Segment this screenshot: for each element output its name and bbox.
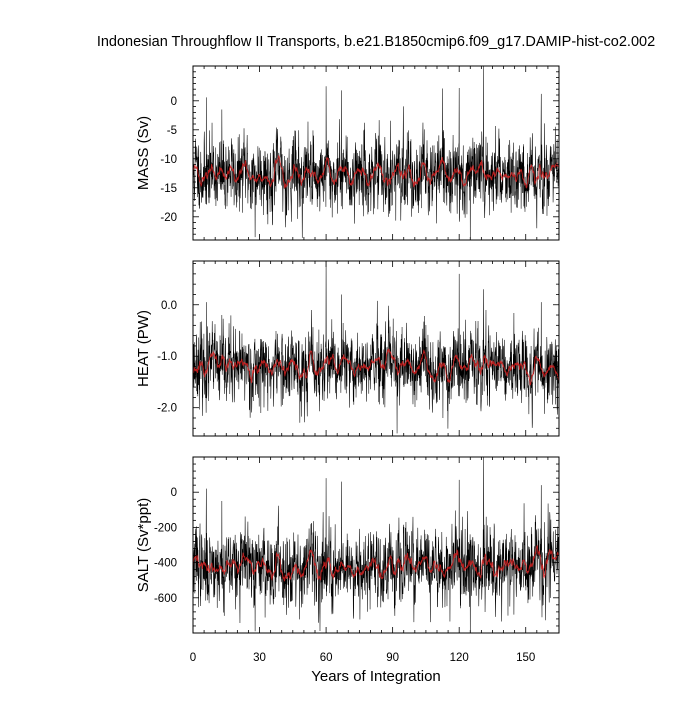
y-axis-label: HEAT (PW) (135, 310, 152, 387)
chart-title: Indonesian Throughflow II Transports, b.… (97, 34, 655, 50)
y-tick-label: -600 (154, 593, 177, 605)
smoothed-series-line (192, 544, 560, 582)
y-axis-label: SALT (Sv*ppt) (135, 498, 152, 592)
x-tick-label: 30 (253, 652, 266, 664)
x-tick-label: 60 (320, 652, 333, 664)
y-tick-label: -2.0 (157, 403, 177, 415)
smoothed-series-line (192, 155, 560, 189)
y-tick-label: -5 (167, 125, 177, 137)
panel-mass: 0 -5 -10 -15 -20 MASS (Sv) (135, 65, 560, 241)
y-tick-label: -10 (160, 154, 177, 166)
y-axis-label: MASS (Sv) (135, 116, 152, 190)
raw-series-line (192, 260, 560, 434)
x-tick-label: 120 (450, 652, 469, 664)
x-axis-label: Years of Integration (311, 668, 441, 685)
y-tick-label: 0.0 (161, 300, 177, 312)
raw-series-line (192, 65, 560, 241)
raw-series-line (192, 456, 560, 634)
y-tick-label: -1.0 (157, 351, 177, 363)
y-tick-label: -400 (154, 558, 177, 570)
panel-frame (192, 456, 560, 634)
y-tick-label: -200 (154, 522, 177, 534)
y-tick-label: -20 (160, 212, 177, 224)
x-tick-label: 90 (386, 652, 399, 664)
panel-frame (192, 260, 560, 437)
y-tick-label: 0 (171, 96, 177, 108)
panel-heat: 0.0 -1.0 -2.0 HEAT (PW) (135, 260, 560, 437)
y-tick-label: -15 (160, 183, 177, 195)
x-tick-label: 150 (516, 652, 535, 664)
y-tick-label: 0 (171, 487, 177, 499)
x-tick-label: 0 (190, 652, 196, 664)
smoothed-series-line (192, 348, 560, 386)
